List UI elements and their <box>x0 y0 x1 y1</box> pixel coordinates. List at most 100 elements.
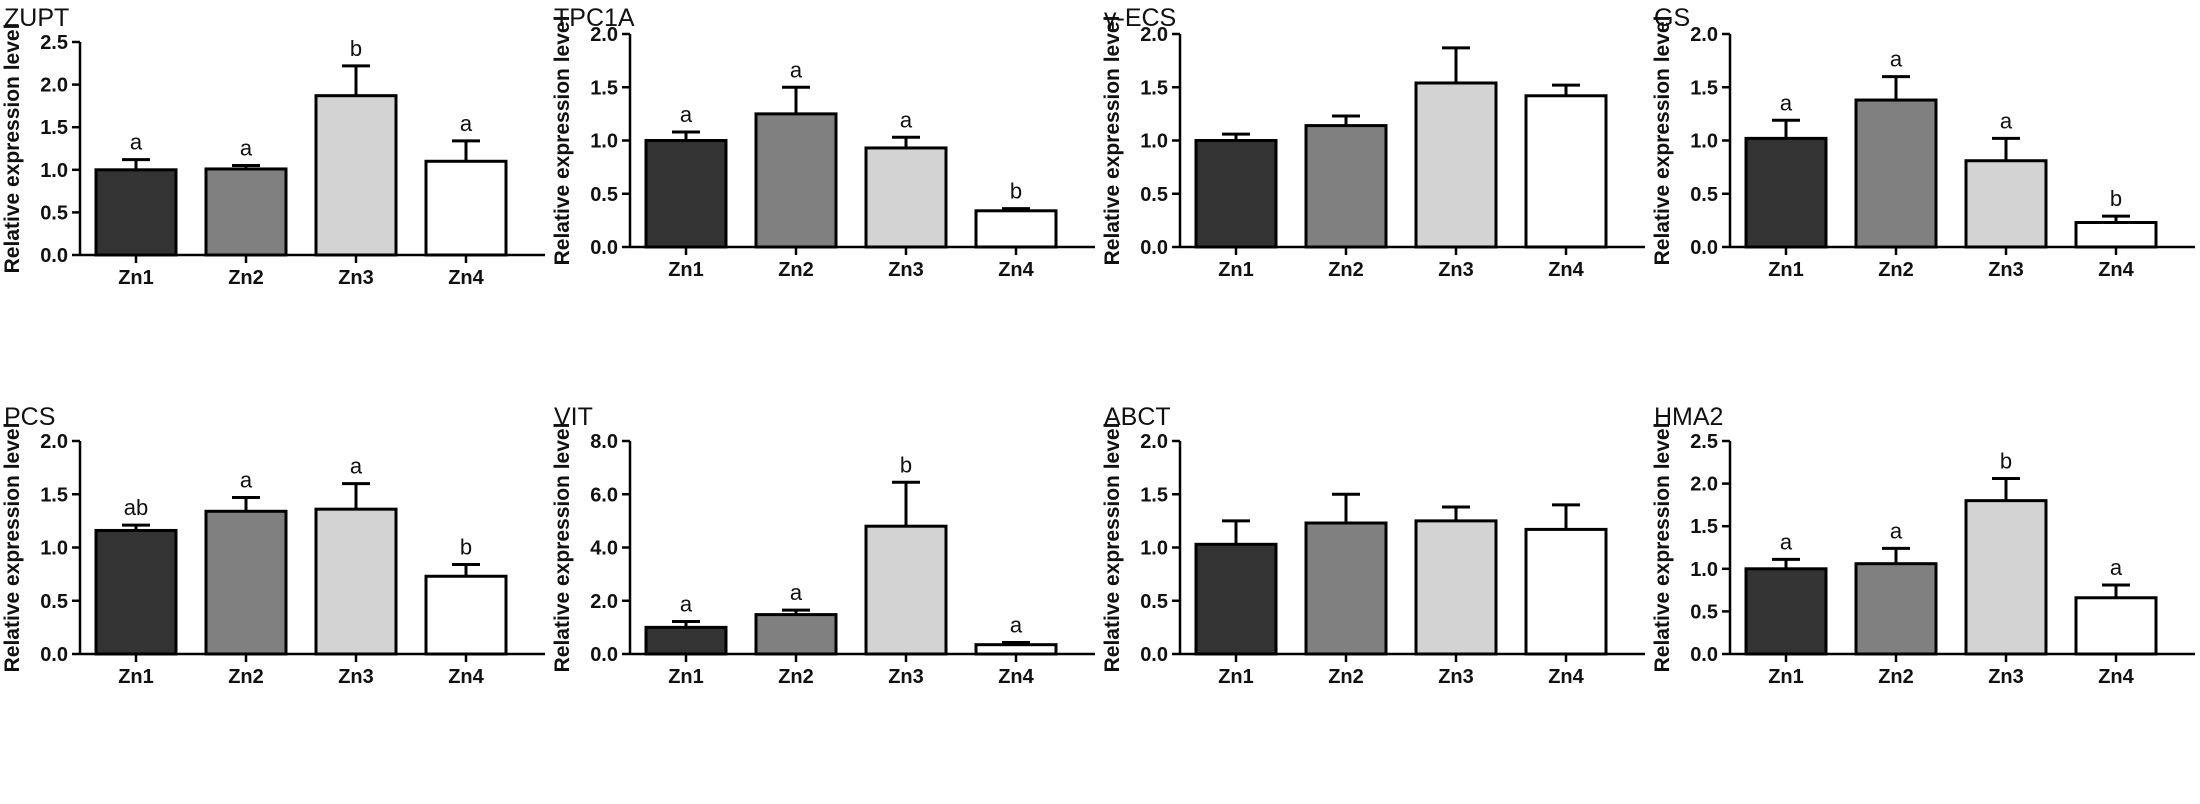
chart-title: HMA2 <box>1654 403 1723 431</box>
y-tick-label: 1.5 <box>590 77 618 99</box>
y-axis-label: Relative expression level <box>551 16 574 266</box>
x-tick-label-zn1: Zn1 <box>668 666 704 688</box>
x-tick-label-zn2: Zn2 <box>1878 259 1914 281</box>
bar-zn1 <box>1744 567 1828 656</box>
chart-title: VIT <box>554 403 593 431</box>
x-tick-label-zn1: Zn1 <box>1218 666 1254 688</box>
y-tick-label: 0.0 <box>40 245 68 267</box>
x-tick-label-zn3: Zn3 <box>1988 259 2024 281</box>
panel-vit: VIT Relative expression level 0.0 2.0 4.0 6.0… <box>550 399 1100 799</box>
panel-gs: GS Relative expression level 0.0 0.5 1.0 1.5 2… <box>1650 0 2200 400</box>
y-tick-label: 2.0 <box>590 591 618 613</box>
bar-zn3 <box>1964 499 2048 656</box>
significance-label-zn3: b <box>2000 448 2012 473</box>
y-tick-label: 6.0 <box>590 484 618 506</box>
y-tick-label: 0.0 <box>1140 237 1168 259</box>
y-tick-label: 0.5 <box>1690 601 1718 623</box>
y-tick-label: 0.5 <box>1140 591 1168 613</box>
bar-zn2 <box>1854 98 1938 249</box>
panel-hma2: HMA2 Relative expression level 0.0 0.5 1.0 1.… <box>1650 399 2200 799</box>
y-tick-label: 0.5 <box>40 202 68 224</box>
y-tick-label: 1.0 <box>590 131 618 153</box>
y-tick-label: 2.0 <box>1690 24 1718 46</box>
bar-zn4 <box>1524 94 1608 249</box>
significance-label-zn2: a <box>240 136 253 161</box>
y-axis-label: Relative expression level <box>551 423 574 673</box>
bar-zn2 <box>204 167 288 257</box>
panel-tpc1a: TPC1A Relative expression level 0.0 0.5 1.0 1… <box>550 0 1100 400</box>
y-tick-label: 1.5 <box>1140 77 1168 99</box>
x-tick-label-zn4: Zn4 <box>2098 666 2134 688</box>
x-tick-label-zn4: Zn4 <box>448 267 484 289</box>
chart-title: GS <box>1654 4 1690 32</box>
significance-label-zn1: ab <box>124 495 148 520</box>
significance-label-zn1: a <box>680 592 693 617</box>
y-tick-label: 1.0 <box>1690 131 1718 153</box>
bar-zn3 <box>1414 81 1498 249</box>
x-tick-label-zn1: Zn1 <box>1768 666 1804 688</box>
x-tick-label-zn4: Zn4 <box>998 666 1034 688</box>
significance-label-zn1: a <box>130 130 143 155</box>
bar-zn2 <box>1304 521 1388 656</box>
y-tick-label: 2.0 <box>1140 431 1168 453</box>
y-tick-label: 1.0 <box>1690 559 1718 581</box>
bar-zn3 <box>864 524 948 656</box>
significance-label-zn1: a <box>1780 529 1793 554</box>
significance-label-zn4: a <box>460 111 473 136</box>
significance-label-zn3: b <box>900 452 912 477</box>
x-tick-label-zn3: Zn3 <box>338 666 374 688</box>
y-tick-label: 1.5 <box>40 484 68 506</box>
bar-zn3 <box>314 94 398 257</box>
x-tick-label-zn1: Zn1 <box>668 259 704 281</box>
chart-title: ABCT <box>1104 403 1171 431</box>
x-tick-label-zn1: Zn1 <box>118 267 154 289</box>
bar-zn4 <box>424 574 508 656</box>
x-tick-label-zn4: Zn4 <box>998 259 1034 281</box>
panel-zupt: ZUPT Relative expression level 0.0 0.5 1.0 1.… <box>0 0 550 400</box>
y-axis-label: Relative expression level <box>1 24 24 274</box>
y-tick-label: 0.0 <box>1690 237 1718 259</box>
y-tick-label: 8.0 <box>590 431 618 453</box>
significance-label-zn3: a <box>900 107 913 132</box>
x-tick-label-zn4: Zn4 <box>1548 259 1584 281</box>
y-tick-label: 0.0 <box>590 237 618 259</box>
y-tick-label: 2.5 <box>1690 431 1718 453</box>
bar-zn1 <box>94 528 178 656</box>
bar-zn1 <box>1194 542 1278 656</box>
significance-label-zn4: b <box>1010 179 1022 204</box>
significance-label-zn1: a <box>1780 90 1793 115</box>
bar-zn2 <box>204 509 288 656</box>
y-tick-label: 0.5 <box>1140 184 1168 206</box>
bar-zn4 <box>2074 221 2158 249</box>
y-tick-label: 2.5 <box>40 32 68 54</box>
x-tick-label-zn3: Zn3 <box>338 267 374 289</box>
y-tick-label: 0.0 <box>40 644 68 666</box>
y-axis-label: Relative expression level <box>1 423 24 673</box>
y-tick-label: 1.0 <box>40 538 68 560</box>
x-tick-label-zn2: Zn2 <box>228 666 264 688</box>
significance-label-zn4: b <box>460 535 472 560</box>
y-axis-label: Relative expression level <box>1651 16 1674 266</box>
significance-label-zn4: a <box>2110 555 2123 580</box>
bar-zn4 <box>974 643 1058 656</box>
y-tick-label: 1.0 <box>40 160 68 182</box>
y-tick-label: 1.0 <box>1140 131 1168 153</box>
x-tick-label-zn1: Zn1 <box>1218 259 1254 281</box>
x-tick-label-zn4: Zn4 <box>1548 666 1584 688</box>
y-tick-label: 4.0 <box>590 538 618 560</box>
significance-label-zn2: a <box>1890 47 1903 72</box>
y-tick-label: 1.5 <box>1690 77 1718 99</box>
bar-zn1 <box>1194 139 1278 249</box>
y-tick-label: 0.5 <box>590 184 618 206</box>
panel-gamma-ecs: γ-ECS Relative expression level 0.0 0.5 1.0 1… <box>1100 0 1650 400</box>
y-tick-label: 1.5 <box>1140 484 1168 506</box>
x-tick-label-zn3: Zn3 <box>1438 259 1474 281</box>
x-tick-label-zn2: Zn2 <box>1878 666 1914 688</box>
